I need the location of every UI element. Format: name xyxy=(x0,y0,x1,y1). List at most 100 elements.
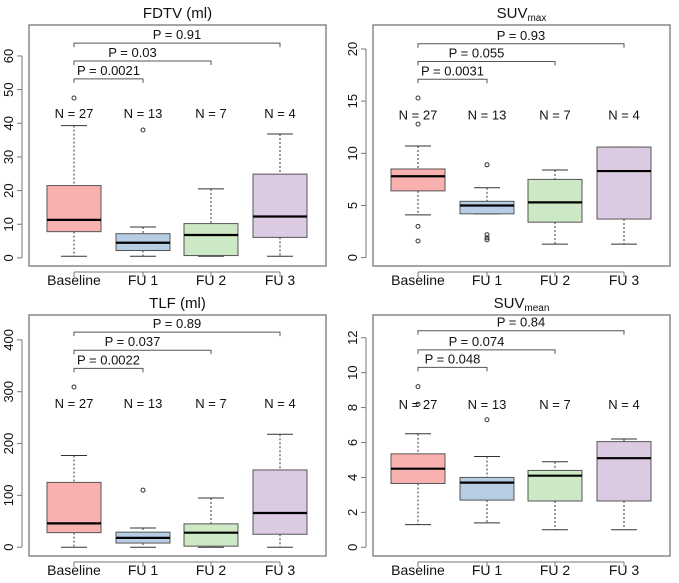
y-tick-label: 10 xyxy=(345,365,360,379)
iqr-box xyxy=(459,476,515,501)
y-tick-label: 300 xyxy=(1,381,16,403)
p-value-label: P = 0.048 xyxy=(425,351,481,366)
comparison-bracket xyxy=(417,349,556,354)
x-tick-label: Baseline xyxy=(391,562,445,578)
x-tick-label: Baseline xyxy=(47,272,101,288)
outlier-point xyxy=(484,232,490,238)
x-tick-label: FU 1 xyxy=(128,272,159,288)
comparison-bracket xyxy=(417,43,625,48)
p-value-label: P = 0.0021 xyxy=(77,63,140,78)
n-label: N = 4 xyxy=(264,106,295,121)
comparison-bracket xyxy=(73,60,212,66)
x-tick-label: Baseline xyxy=(47,562,101,578)
box-1 xyxy=(46,95,102,257)
iqr-box xyxy=(252,173,308,238)
iqr-box xyxy=(183,223,239,257)
y-tick-label: 2 xyxy=(345,509,360,516)
box-2 xyxy=(115,487,171,548)
comparison-bracket xyxy=(73,78,144,83)
y-tick-label: 0 xyxy=(1,254,16,261)
box-3 xyxy=(527,169,583,245)
y-tick-label: 0 xyxy=(1,544,16,551)
y-tick-label: 0 xyxy=(345,254,360,261)
box-2 xyxy=(115,127,171,257)
outlier-point xyxy=(71,384,77,390)
chart-panel: FDTV (ml) 0 10 20 30 40 50 60 Baseline FU 1 FU 2 FU… xyxy=(1,5,327,288)
outlier-point xyxy=(140,127,146,133)
chart-panel: TLF (ml) 0 100 200 300 400 Baseline FU 1 FU 2 FU … xyxy=(1,295,327,578)
n-label: N = 13 xyxy=(468,108,507,123)
chart-title-main: SUV xyxy=(494,295,525,312)
plot-frame xyxy=(28,314,327,557)
box-4 xyxy=(596,438,652,531)
box-4 xyxy=(252,133,308,257)
y-tick-label: 400 xyxy=(1,329,16,351)
n-label: N = 27 xyxy=(55,396,94,411)
y-tick-label: 100 xyxy=(1,485,16,507)
y-tick-label: 20 xyxy=(1,183,16,197)
iqr-box xyxy=(46,185,102,233)
n-label: N = 13 xyxy=(124,396,163,411)
comparison-bracket xyxy=(417,61,556,66)
p-value-label: P = 0.037 xyxy=(105,334,161,349)
chart-title-main: TLF (ml) xyxy=(149,295,206,312)
comparison-bracket xyxy=(73,42,281,48)
y-tick-label: 4 xyxy=(345,474,360,481)
y-tick-label: 30 xyxy=(1,150,16,164)
y-tick-label: 200 xyxy=(1,433,16,455)
outlier-point xyxy=(484,237,490,243)
box-1 xyxy=(390,384,446,526)
y-tick-label: 15 xyxy=(345,94,360,108)
chart-title-subscript: mean xyxy=(524,303,549,314)
comparison-bracket xyxy=(417,366,488,372)
p-value-label: P = 0.03 xyxy=(108,45,157,60)
outlier-point xyxy=(140,487,146,493)
outlier-point xyxy=(415,223,421,229)
p-value-label: P = 0.074 xyxy=(449,334,505,349)
box-1 xyxy=(390,95,446,244)
x-tick-label: FU 2 xyxy=(196,272,227,288)
x-tick-label: FU 3 xyxy=(265,272,296,288)
x-tick-label: FU 2 xyxy=(540,272,571,288)
box-2 xyxy=(459,417,515,524)
chart-title: SUVmean xyxy=(494,295,550,314)
box-2 xyxy=(459,162,515,243)
y-tick-label: 0 xyxy=(345,544,360,551)
chart-title: TLF (ml) xyxy=(149,295,206,312)
n-label: N = 7 xyxy=(195,396,226,411)
box-3 xyxy=(183,497,239,548)
chart-title: FDTV (ml) xyxy=(143,5,212,22)
n-label: N = 7 xyxy=(539,108,570,123)
chart-title: SUVmax xyxy=(497,5,547,24)
box-1 xyxy=(46,384,102,548)
y-tick-label: 40 xyxy=(1,116,16,130)
comparison-bracket xyxy=(417,78,488,84)
box-4 xyxy=(596,146,652,245)
box-3 xyxy=(183,188,239,257)
n-label: N = 27 xyxy=(399,108,438,123)
x-tick-label: FU 1 xyxy=(472,562,503,578)
iqr-box xyxy=(459,200,515,215)
p-value-label: P = 0.055 xyxy=(449,46,505,61)
outlier-point xyxy=(484,417,490,423)
n-label: N = 4 xyxy=(264,396,295,411)
x-tick-label: FU 3 xyxy=(609,272,640,288)
iqr-box xyxy=(46,481,102,534)
box-4 xyxy=(252,433,308,548)
y-tick-label: 5 xyxy=(345,202,360,209)
iqr-box xyxy=(596,441,652,502)
plot-frame xyxy=(28,24,327,267)
outlier-point xyxy=(484,235,490,241)
n-label: N = 4 xyxy=(608,108,639,123)
iqr-box xyxy=(390,168,446,192)
comparison-bracket xyxy=(73,367,144,373)
p-value-label: P = 0.93 xyxy=(497,28,546,43)
outlier-point xyxy=(415,238,421,244)
y-tick-label: 6 xyxy=(345,439,360,446)
p-value-label: P = 0.91 xyxy=(153,27,202,42)
x-tick-label: FU 2 xyxy=(196,562,227,578)
chart-title-main: SUV xyxy=(497,5,528,22)
n-label: N = 13 xyxy=(124,106,163,121)
y-tick-label: 60 xyxy=(1,49,16,63)
chart-title-subscript: max xyxy=(527,13,546,24)
